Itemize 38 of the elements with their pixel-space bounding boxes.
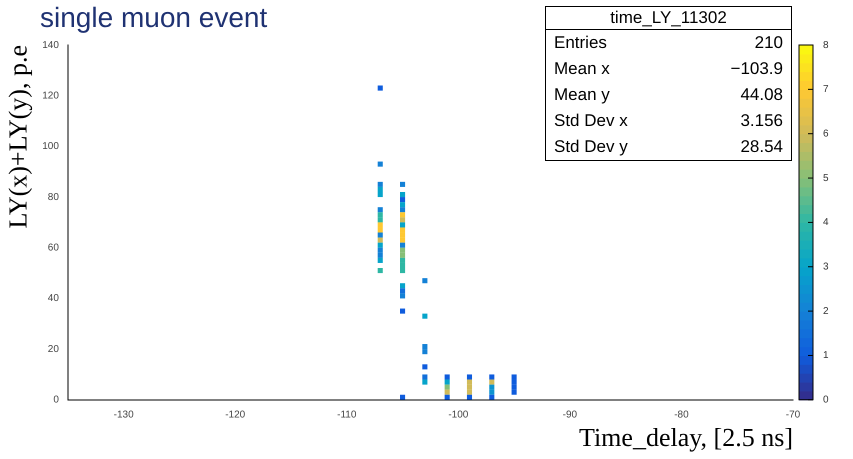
color-bar-label: 6 <box>823 128 829 140</box>
annotation: Std Dev y <box>554 136 628 158</box>
y-tick-label: 20 <box>48 344 60 355</box>
x-tick-label: -130 <box>114 410 134 421</box>
color-bar-label: 0 <box>823 394 829 406</box>
x-tick-label: -110 <box>337 410 357 421</box>
x-tick-label: -70 <box>786 410 801 421</box>
y-tick-label: 100 <box>42 141 60 152</box>
annotation: 28.54 <box>740 136 783 158</box>
x-tick-label: -90 <box>562 410 578 421</box>
y-axis-title: LY(x)+LY(y), p.e <box>3 45 32 228</box>
y-tick-label: 60 <box>48 242 60 254</box>
color-bar-label: 8 <box>823 40 829 51</box>
y-tick-label: 40 <box>48 293 60 304</box>
color-bar-label: 2 <box>823 306 829 317</box>
y-tick-label: 140 <box>42 40 60 51</box>
x-tick-label: -120 <box>225 410 246 421</box>
y-tick-label: 0 <box>53 394 60 406</box>
color-bar-label: 5 <box>823 172 829 184</box>
chart-title: single muon event <box>40 2 268 34</box>
color-bar-label: 3 <box>823 262 829 272</box>
annotation: Mean y <box>554 84 610 106</box>
x-tick-label: -100 <box>448 410 469 421</box>
annotation: 3.156 <box>740 110 783 132</box>
x-tick-label: -80 <box>674 410 690 421</box>
annotation: −103.9 <box>730 58 783 80</box>
annotation: 210 <box>754 32 783 54</box>
annotation: Mean x <box>554 58 610 80</box>
color-bar-label: 4 <box>823 217 829 228</box>
text: time_LY_11302 <box>546 7 791 30</box>
color-bar-label: 7 <box>823 84 829 96</box>
annotation: 44.08 <box>740 84 783 106</box>
x-axis-title: Time_delay, [2.5 ns] <box>578 423 793 452</box>
y-tick-label: 80 <box>48 192 60 203</box>
y-tick-label: 120 <box>42 90 60 102</box>
color-bar-label: 1 <box>823 350 829 362</box>
annotation: Std Dev x <box>554 110 628 132</box>
annotation: Entries <box>554 32 607 54</box>
